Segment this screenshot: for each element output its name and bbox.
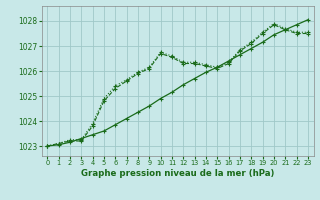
X-axis label: Graphe pression niveau de la mer (hPa): Graphe pression niveau de la mer (hPa)	[81, 169, 274, 178]
